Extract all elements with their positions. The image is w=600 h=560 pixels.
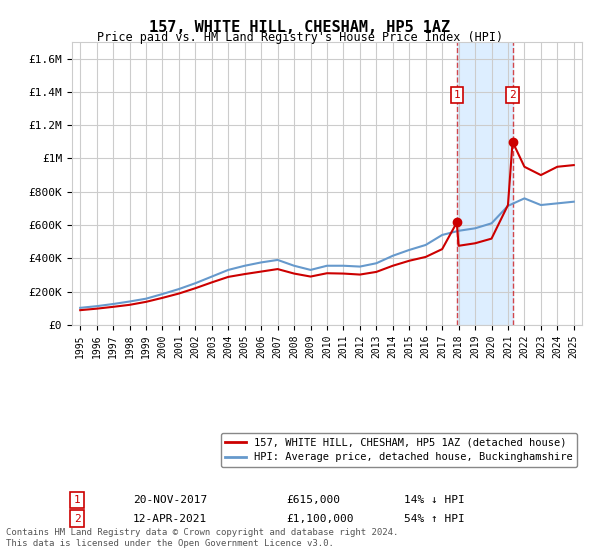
Bar bbox=[457, 42, 512, 325]
Text: 2: 2 bbox=[74, 514, 80, 524]
Legend: 157, WHITE HILL, CHESHAM, HP5 1AZ (detached house), HPI: Average price, detached: 157, WHITE HILL, CHESHAM, HP5 1AZ (detac… bbox=[221, 433, 577, 466]
Text: 157, WHITE HILL, CHESHAM, HP5 1AZ: 157, WHITE HILL, CHESHAM, HP5 1AZ bbox=[149, 20, 451, 35]
Text: £615,000: £615,000 bbox=[286, 495, 340, 505]
Text: Price paid vs. HM Land Registry's House Price Index (HPI): Price paid vs. HM Land Registry's House … bbox=[97, 31, 503, 44]
Text: 14% ↓ HPI: 14% ↓ HPI bbox=[404, 495, 464, 505]
Text: 2: 2 bbox=[509, 90, 516, 100]
Text: 1: 1 bbox=[74, 495, 80, 505]
Text: 1: 1 bbox=[454, 90, 460, 100]
Text: 54% ↑ HPI: 54% ↑ HPI bbox=[404, 514, 464, 524]
Text: £1,100,000: £1,100,000 bbox=[286, 514, 354, 524]
Text: 20-NOV-2017: 20-NOV-2017 bbox=[133, 495, 208, 505]
Text: 12-APR-2021: 12-APR-2021 bbox=[133, 514, 208, 524]
Text: Contains HM Land Registry data © Crown copyright and database right 2024.
This d: Contains HM Land Registry data © Crown c… bbox=[6, 528, 398, 548]
